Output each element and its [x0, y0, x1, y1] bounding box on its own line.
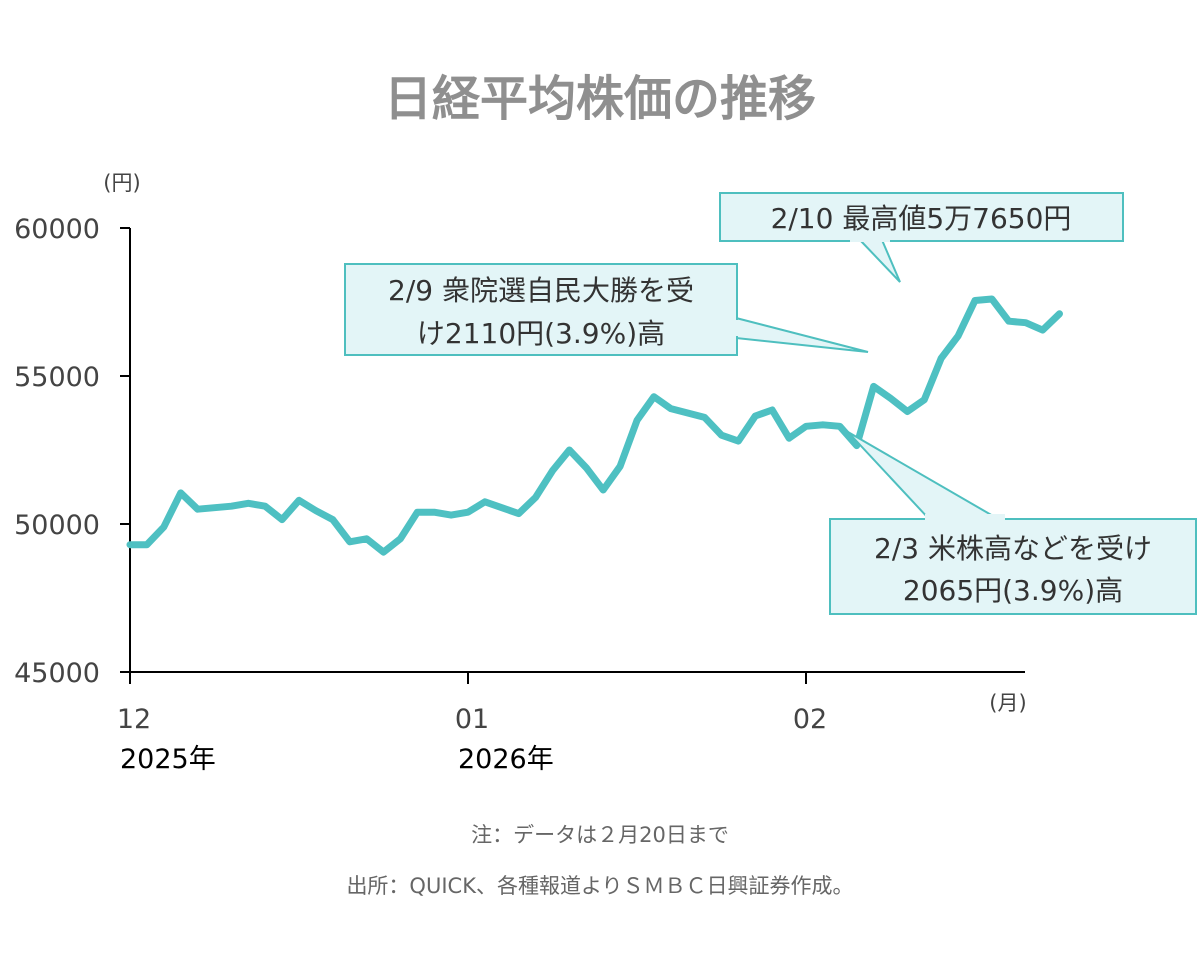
- callout-election: 2/9 衆院選自民大勝を受 け2110円(3.9%)高: [344, 263, 869, 356]
- y-tick-label: 50000: [14, 510, 100, 541]
- callout-box: [829, 518, 1197, 615]
- callout-text-line2: 2065円(3.9%)高: [903, 574, 1123, 607]
- nikkei-line: [126, 295, 1063, 556]
- callout-record-high: 2/10 最高値5万7650円: [719, 192, 1124, 283]
- x-year-label: 2025年: [120, 744, 216, 775]
- callout-text-line1: 2/3 米株高などを受け: [874, 532, 1152, 565]
- y-axis: 45000 50000 55000 60000: [14, 214, 130, 689]
- x-tick-label: 01: [455, 704, 489, 735]
- callout-box: [344, 263, 738, 356]
- note-data-date: 注：データは２月20日まで: [471, 823, 729, 847]
- chart-title: 日経平均株価の推移: [384, 71, 816, 127]
- note-source: 出所：QUICK、各種報道よりＳＭＢＣ日興証券作成。: [346, 874, 853, 898]
- y-axis-unit: (円): [103, 171, 140, 195]
- callout-box: [719, 192, 1124, 242]
- callout-text-line2: け2110円(3.9%)高: [417, 317, 665, 350]
- x-tick-label: 12: [117, 704, 151, 735]
- x-axis-unit: (月): [989, 691, 1026, 715]
- x-tick-label: 02: [793, 704, 827, 735]
- callout-text-line1: 2/9 衆院選自民大勝を受: [388, 274, 694, 307]
- x-axis: 12 2025年 01 2026年 02: [117, 672, 827, 775]
- y-tick-label: 45000: [14, 658, 100, 689]
- callout-pointer: [735, 316, 869, 353]
- callout-pointer: [847, 431, 1004, 521]
- x-year-label: 2026年: [458, 744, 554, 775]
- callout-text: 2/10 最高値5万7650円: [771, 202, 1072, 235]
- y-tick-label: 55000: [14, 362, 100, 393]
- callout-pointer: [857, 239, 901, 283]
- y-tick-label: 60000: [14, 214, 100, 245]
- callout-us-stocks: 2/3 米株高などを受け 2065円(3.9%)高: [829, 431, 1197, 615]
